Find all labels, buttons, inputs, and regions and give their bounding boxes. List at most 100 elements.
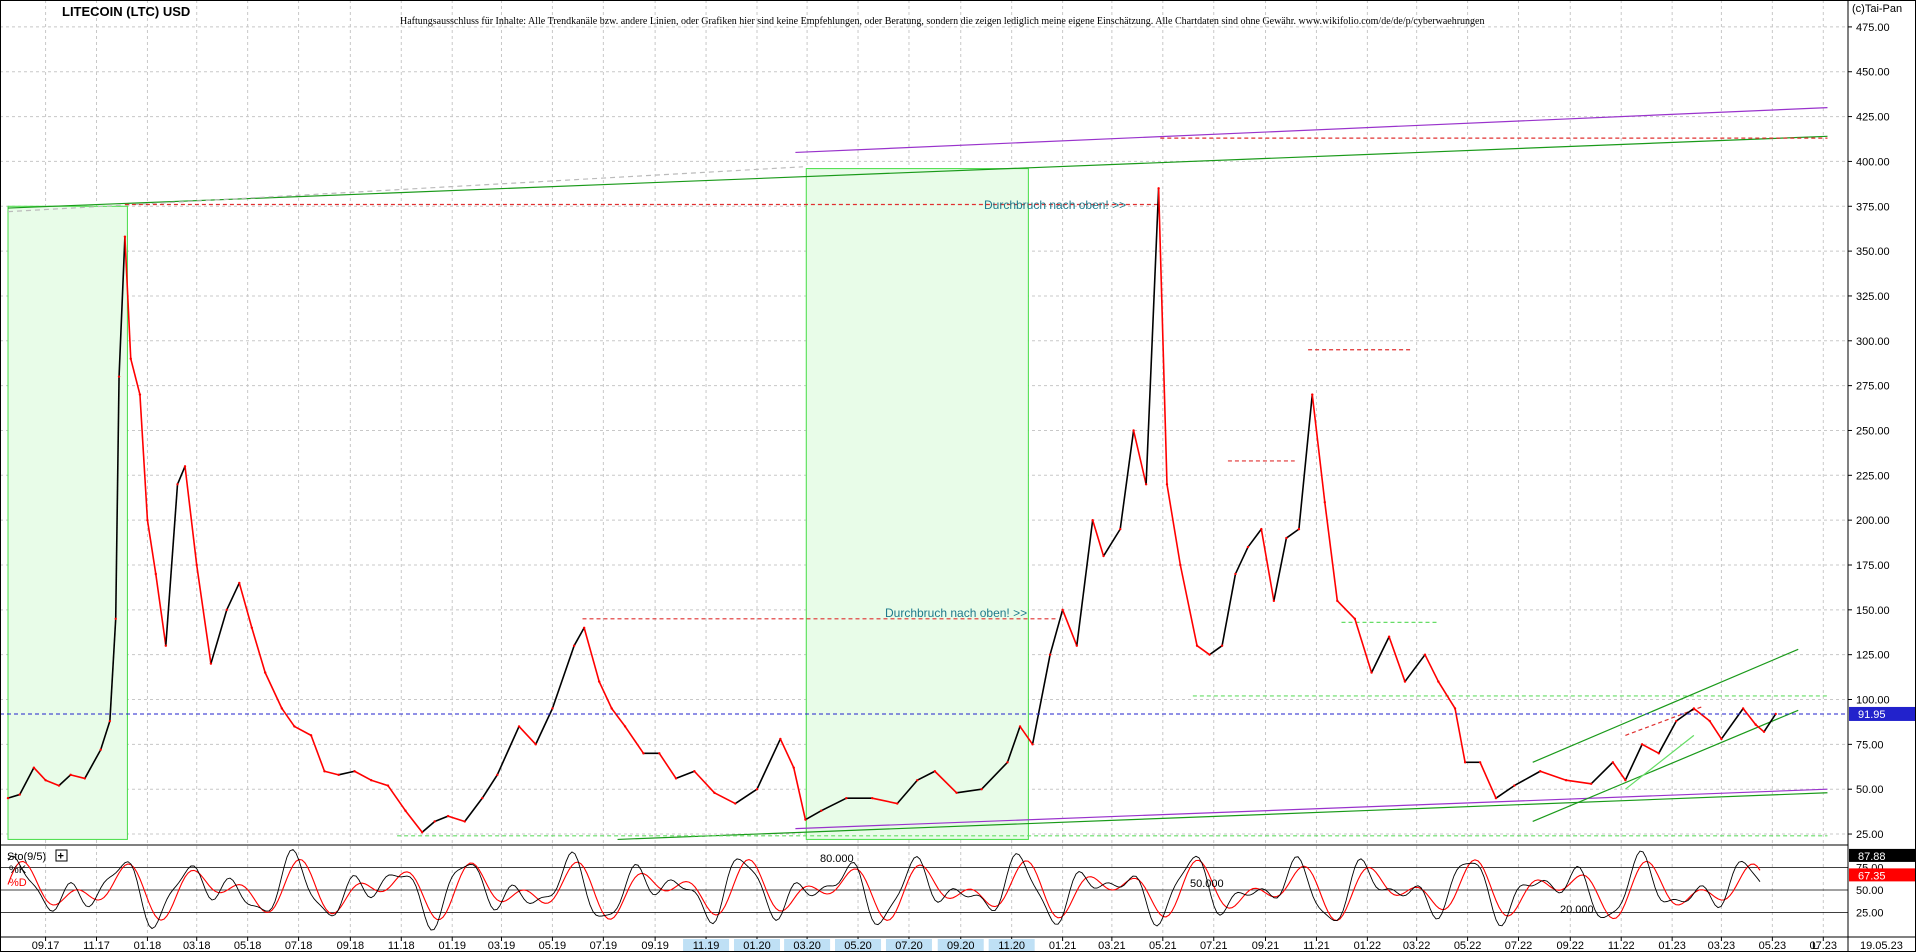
price-point	[323, 770, 326, 773]
y-tick-label: 275.00	[1856, 381, 1890, 393]
price-segment	[820, 797, 847, 812]
chart-title: LITECOIN (LTC) USD	[62, 4, 190, 19]
price-point	[1061, 608, 1064, 612]
price-segment	[1763, 713, 1777, 733]
price-segment	[1624, 744, 1643, 781]
x-tick-highlight	[988, 939, 1035, 951]
price-segment	[464, 797, 483, 822]
price-point	[138, 393, 142, 396]
price-segment	[195, 564, 212, 664]
price-point	[263, 671, 267, 674]
price-point	[820, 809, 823, 812]
stoch-d-badge	[1849, 868, 1916, 882]
price-point	[1513, 784, 1516, 787]
y-tick-label: 50.00	[1856, 784, 1884, 796]
price-segment	[1495, 784, 1515, 799]
x-tick-label: 05.22	[1454, 940, 1482, 952]
price-point	[755, 787, 759, 791]
trend-lines	[7, 107, 1828, 841]
price-point	[1179, 563, 1182, 567]
y-tick-label: 475.00	[1856, 22, 1890, 34]
price-point	[1272, 599, 1276, 603]
price-segment	[1755, 724, 1765, 733]
price-point	[146, 518, 149, 522]
price-segment	[496, 726, 520, 776]
price-point	[1708, 719, 1711, 723]
y-tick-label: 200.00	[1856, 515, 1890, 527]
price-point	[117, 375, 121, 378]
price-point	[597, 680, 601, 683]
price-segment	[294, 725, 312, 737]
price-point	[164, 644, 168, 647]
x-tick-label: 01.19	[438, 940, 466, 952]
price-point	[1285, 536, 1288, 540]
y-tick-label: 75.00	[1856, 739, 1884, 751]
price-point	[481, 796, 484, 800]
dashed-grey-line	[7, 166, 803, 213]
long-term-resistance-line	[7, 135, 1828, 209]
price-segment	[792, 767, 807, 820]
price-point	[1102, 554, 1105, 558]
y-tick-label: 425.00	[1856, 112, 1890, 124]
y-tick-label: 250.00	[1856, 425, 1890, 437]
price-segment	[934, 770, 958, 794]
price-segment	[1742, 707, 1757, 726]
disclaimer-text: Haftungsausschluss für Inhalte: Alle Tre…	[400, 16, 1485, 27]
price-segment	[210, 609, 228, 664]
price-point	[250, 626, 254, 629]
price-point	[353, 770, 356, 773]
price-segment	[155, 573, 167, 646]
plus-icon[interactable]: +	[58, 851, 64, 863]
price-point	[1692, 707, 1696, 710]
x-tick-label: 09.21	[1252, 940, 1280, 952]
price-point	[916, 779, 919, 782]
price-segment	[1693, 707, 1711, 722]
price-point	[1323, 501, 1326, 504]
price-segment	[370, 779, 389, 787]
x-tick-label: 05.21	[1149, 940, 1177, 952]
price-point	[1720, 737, 1723, 741]
x-tick-highlight	[937, 939, 984, 951]
price-point	[933, 770, 937, 773]
x-tick-label: 03.22	[1403, 940, 1431, 952]
x-tick-label: 11.20	[998, 940, 1025, 952]
price-segment	[45, 779, 60, 787]
price-segment	[129, 358, 141, 395]
y-tick-label: 400.00	[1856, 156, 1890, 168]
y-tick-label: 300.00	[1856, 336, 1890, 348]
x-tick-label: 03.23	[1708, 940, 1736, 952]
y-tick-label: 100.00	[1856, 695, 1890, 707]
price-point	[693, 770, 696, 773]
price-point	[792, 766, 795, 769]
price-segment	[551, 645, 575, 709]
expand-indicator-icon[interactable]	[55, 849, 68, 862]
price-segment	[281, 708, 296, 727]
x-tick-label: 09.19	[641, 940, 669, 952]
price-segment	[264, 672, 283, 709]
price-segment	[1091, 519, 1105, 557]
price-point	[337, 773, 340, 777]
price-point	[779, 737, 782, 741]
price-segment	[1196, 645, 1211, 656]
price-segment	[518, 725, 537, 745]
price-segment	[1479, 761, 1497, 799]
price-point	[99, 748, 102, 751]
price-point	[1657, 752, 1660, 755]
x-tick-label: 11.18	[388, 940, 415, 952]
y-tick-label: 225.00	[1856, 470, 1890, 482]
price-point	[1564, 779, 1568, 782]
price-segment	[1157, 188, 1168, 485]
price-segment	[624, 725, 645, 754]
price-segment	[1298, 394, 1314, 530]
price-point	[1018, 725, 1022, 728]
y-tick-label: 125.00	[1856, 650, 1890, 662]
x-tick-label: 09.22	[1557, 940, 1585, 952]
price-segment	[1234, 546, 1249, 575]
price-point	[6, 796, 10, 800]
x-tick-label: 09.20	[947, 940, 975, 952]
price-point	[309, 734, 313, 737]
price-segment	[675, 770, 695, 780]
price-segment	[1354, 618, 1373, 673]
price-segment	[1388, 636, 1406, 682]
